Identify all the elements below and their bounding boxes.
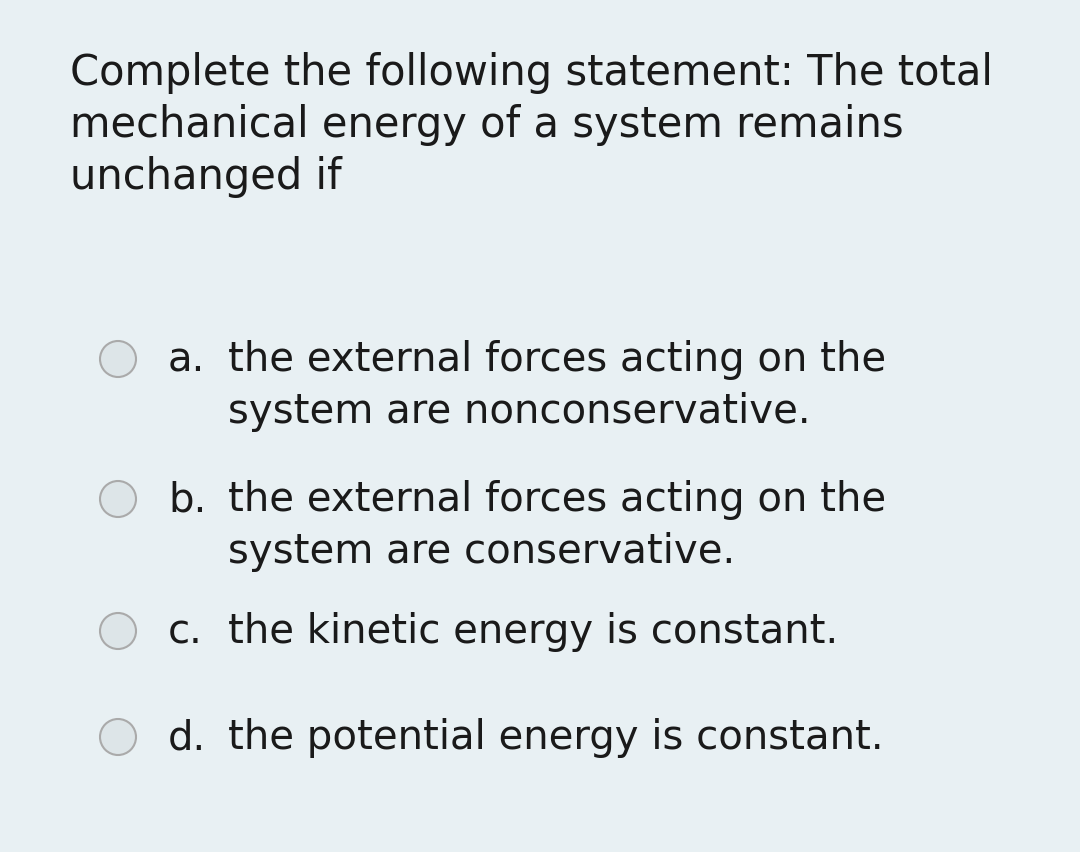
Text: the external forces acting on the: the external forces acting on the xyxy=(228,480,886,520)
Text: the potential energy is constant.: the potential energy is constant. xyxy=(228,717,883,757)
Text: system are nonconservative.: system are nonconservative. xyxy=(228,392,811,431)
Text: the kinetic energy is constant.: the kinetic energy is constant. xyxy=(228,611,838,651)
Text: mechanical energy of a system remains: mechanical energy of a system remains xyxy=(70,104,904,146)
Text: a.: a. xyxy=(168,340,205,379)
Text: system are conservative.: system are conservative. xyxy=(228,532,735,572)
Circle shape xyxy=(100,481,136,517)
Circle shape xyxy=(100,342,136,377)
Text: d.: d. xyxy=(168,717,206,757)
Text: unchanged if: unchanged if xyxy=(70,156,341,198)
Text: Complete the following statement: The total: Complete the following statement: The to… xyxy=(70,52,993,94)
Circle shape xyxy=(100,613,136,649)
Text: c.: c. xyxy=(168,611,203,651)
Circle shape xyxy=(100,719,136,755)
Text: the external forces acting on the: the external forces acting on the xyxy=(228,340,886,379)
Text: b.: b. xyxy=(168,480,206,520)
